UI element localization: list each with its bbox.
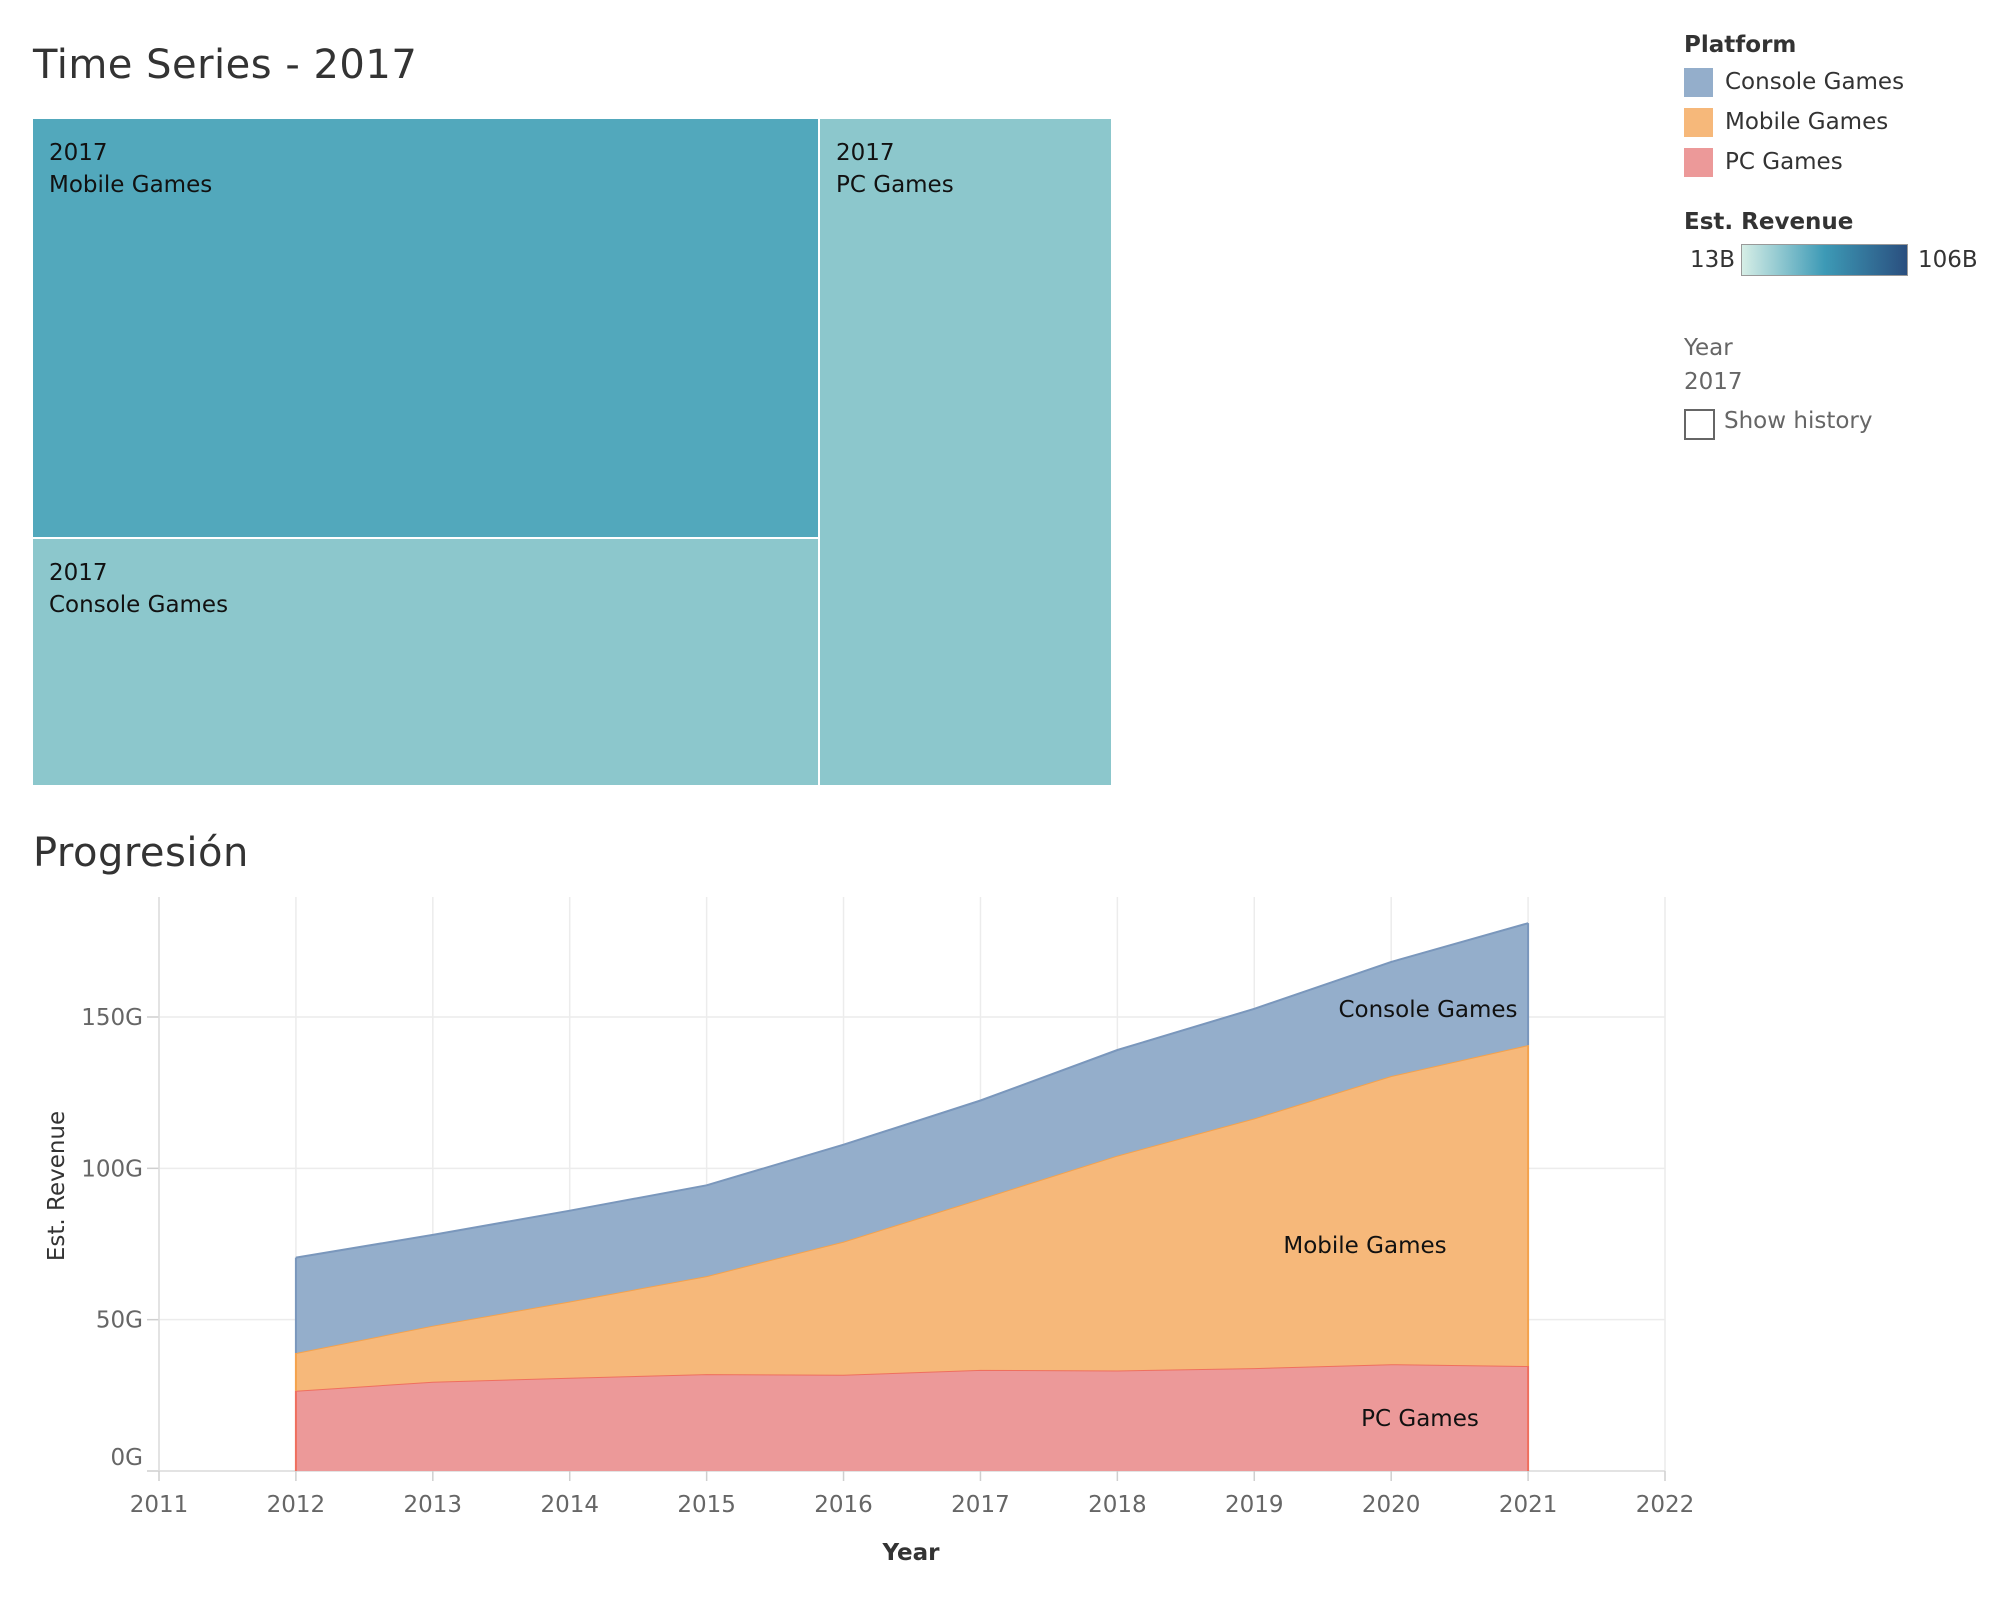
tile-year: 2017 — [836, 140, 895, 166]
x-tick-label: 2011 — [130, 1492, 189, 1518]
treemap: 2017 Mobile Games 2017 Console Games 201… — [33, 119, 1111, 785]
legend-item-pc-games[interactable]: PC Games — [1684, 147, 1843, 177]
tile-platform: PC Games — [836, 172, 954, 198]
y-tick-label: 0G — [111, 1445, 143, 1471]
legend-swatch — [1684, 67, 1713, 97]
show-history-label[interactable]: Show history — [1724, 408, 1873, 434]
tile-year: 2017 — [49, 560, 108, 586]
tile-platform: Console Games — [49, 592, 229, 618]
legend-swatch — [1684, 107, 1713, 137]
y-tick-label: 50G — [96, 1308, 143, 1334]
area-chart: 0G 50G 100G 150G PC Games Mobile Games Console… — [44, 897, 1695, 1566]
y-tick-label: 150G — [81, 1005, 143, 1031]
legend-item-console-games[interactable]: Console Games — [1684, 67, 1904, 97]
treemap-tile-mobile-games[interactable]: 2017 Mobile Games — [33, 119, 818, 537]
revenue-legend-title: Est. Revenue — [1684, 209, 1854, 235]
x-tick-label: 2014 — [540, 1492, 599, 1518]
legend-label: Mobile Games — [1725, 109, 1889, 135]
revenue-min-label: 13B — [1690, 247, 1736, 273]
tile-label: 2017 PC Games — [836, 137, 954, 201]
legend-label: PC Games — [1725, 149, 1843, 175]
year-filter-value: 2017 — [1684, 369, 1743, 395]
area-console-games — [295, 923, 1529, 1353]
x-tick-label: 2022 — [1636, 1492, 1695, 1518]
line-console-games — [295, 922, 1529, 1259]
series-label-pc-games: PC Games — [1361, 1406, 1479, 1432]
y-axis-title: Est. Revenue — [44, 1111, 70, 1261]
x-tick-label: 2021 — [1499, 1492, 1558, 1518]
treemap-title: Time Series - 2017 — [33, 42, 418, 88]
tile-platform: Mobile Games — [49, 172, 213, 198]
series-label-console-games: Console Games — [1338, 997, 1517, 1023]
area-chart-title: Progresión — [33, 830, 249, 876]
revenue-gradient-bar — [1741, 244, 1908, 276]
treemap-tile-pc-games[interactable]: 2017 PC Games — [820, 119, 1111, 785]
x-tick-label: 2018 — [1088, 1492, 1147, 1518]
y-tick-label: 100G — [81, 1156, 143, 1182]
x-tick-label: 2012 — [267, 1492, 326, 1518]
legend-swatch — [1684, 147, 1713, 177]
x-axis-title: Year — [881, 1540, 940, 1566]
revenue-max-label: 106B — [1918, 247, 1978, 273]
x-tick-label: 2017 — [951, 1492, 1010, 1518]
platform-legend-title: Platform — [1684, 32, 1797, 58]
x-tick-label: 2013 — [404, 1492, 463, 1518]
x-tick-label: 2020 — [1362, 1492, 1421, 1518]
tile-label: 2017 Console Games — [49, 557, 228, 621]
legend-label: Console Games — [1725, 69, 1905, 95]
area-mobile-games — [295, 1045, 1529, 1391]
x-tick-label: 2016 — [814, 1492, 873, 1518]
tile-label: 2017 Mobile Games — [49, 137, 212, 201]
treemap-tile-console-games[interactable]: 2017 Console Games — [33, 539, 818, 785]
series-label-mobile-games: Mobile Games — [1283, 1233, 1446, 1259]
tile-year: 2017 — [49, 140, 108, 166]
x-tick-label: 2015 — [677, 1492, 736, 1518]
area-pc-games — [295, 1364, 1529, 1471]
legend-item-mobile-games[interactable]: Mobile Games — [1684, 107, 1888, 137]
show-history-checkbox[interactable] — [1684, 409, 1715, 440]
year-filter-label: Year — [1684, 335, 1733, 361]
x-tick-label: 2019 — [1225, 1492, 1284, 1518]
